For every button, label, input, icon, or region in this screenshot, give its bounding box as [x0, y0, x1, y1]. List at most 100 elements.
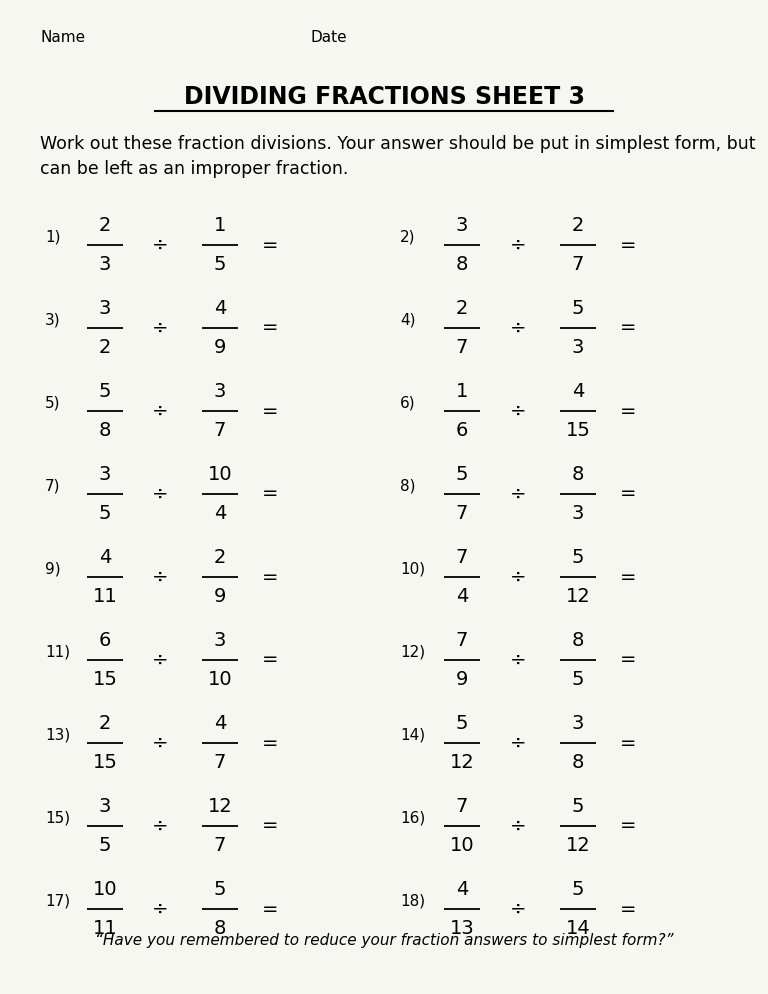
Text: 10): 10) [400, 562, 425, 577]
Text: ÷: ÷ [152, 484, 168, 504]
Text: 7: 7 [456, 797, 468, 816]
Text: 12: 12 [565, 587, 591, 606]
Text: 4: 4 [214, 504, 227, 523]
Text: 10: 10 [207, 670, 232, 689]
Text: DIVIDING FRACTIONS SHEET 3: DIVIDING FRACTIONS SHEET 3 [184, 85, 584, 109]
Text: =: = [620, 816, 637, 836]
Text: 5: 5 [455, 465, 468, 484]
Text: 5: 5 [571, 299, 584, 318]
Text: Work out these fraction divisions. Your answer should be put in simplest form, b: Work out these fraction divisions. Your … [40, 135, 756, 153]
Text: 4: 4 [214, 299, 227, 318]
Text: 7: 7 [214, 753, 227, 772]
Text: ÷: ÷ [510, 318, 526, 338]
Text: =: = [620, 318, 637, 338]
Text: 3: 3 [456, 216, 468, 235]
Text: 5): 5) [45, 396, 61, 411]
Text: 18): 18) [400, 894, 425, 909]
Text: 12: 12 [565, 836, 591, 855]
Text: “Have you remembered to reduce your fraction answers to simplest form?”: “Have you remembered to reduce your frac… [94, 932, 674, 947]
Text: 9: 9 [456, 670, 468, 689]
Text: 5: 5 [571, 548, 584, 567]
Text: 6: 6 [99, 631, 111, 650]
Text: ÷: ÷ [510, 236, 526, 254]
Text: 13: 13 [449, 919, 475, 938]
Text: 12: 12 [449, 753, 475, 772]
Text: =: = [262, 816, 279, 836]
Text: 10: 10 [93, 880, 118, 899]
Text: 7: 7 [572, 255, 584, 274]
Text: 8: 8 [572, 753, 584, 772]
Text: =: = [620, 900, 637, 918]
Text: 15: 15 [93, 753, 118, 772]
Text: 5: 5 [455, 714, 468, 733]
Text: 2): 2) [400, 230, 415, 245]
Text: 3): 3) [45, 312, 61, 327]
Text: 5: 5 [571, 880, 584, 899]
Text: 4: 4 [99, 548, 111, 567]
Text: 15: 15 [93, 670, 118, 689]
Text: =: = [620, 236, 637, 254]
Text: 10: 10 [450, 836, 475, 855]
Text: ÷: ÷ [152, 734, 168, 752]
Text: ÷: ÷ [510, 484, 526, 504]
Text: ÷: ÷ [510, 650, 526, 670]
Text: 3: 3 [572, 338, 584, 357]
Text: ÷: ÷ [152, 900, 168, 918]
Text: =: = [262, 900, 279, 918]
Text: 7: 7 [456, 338, 468, 357]
Text: 2: 2 [572, 216, 584, 235]
Text: ÷: ÷ [152, 402, 168, 420]
Text: 11: 11 [93, 919, 118, 938]
Text: 8: 8 [99, 421, 111, 440]
Text: =: = [262, 568, 279, 586]
Text: can be left as an improper fraction.: can be left as an improper fraction. [40, 160, 349, 178]
Text: 12: 12 [207, 797, 233, 816]
Text: 7): 7) [45, 478, 61, 493]
Text: 10: 10 [207, 465, 232, 484]
Text: 4: 4 [456, 587, 468, 606]
Text: Date: Date [310, 30, 346, 45]
Text: 12): 12) [400, 644, 425, 659]
Text: ÷: ÷ [510, 900, 526, 918]
Text: 13): 13) [45, 728, 70, 743]
Text: 7: 7 [456, 504, 468, 523]
Text: 11: 11 [93, 587, 118, 606]
Text: 7: 7 [456, 631, 468, 650]
Text: 15: 15 [565, 421, 591, 440]
Text: ÷: ÷ [152, 236, 168, 254]
Text: =: = [262, 318, 279, 338]
Text: =: = [262, 402, 279, 420]
Text: =: = [262, 650, 279, 670]
Text: 5: 5 [99, 382, 111, 401]
Text: 3: 3 [214, 631, 227, 650]
Text: 1: 1 [214, 216, 227, 235]
Text: 8: 8 [572, 465, 584, 484]
Text: 9: 9 [214, 587, 227, 606]
Text: 6): 6) [400, 396, 415, 411]
Text: =: = [620, 650, 637, 670]
Text: 16): 16) [400, 810, 425, 825]
Text: =: = [620, 568, 637, 586]
Text: 3: 3 [99, 465, 111, 484]
Text: 1): 1) [45, 230, 61, 245]
Text: 3: 3 [99, 797, 111, 816]
Text: ÷: ÷ [152, 816, 168, 836]
Text: 5: 5 [214, 255, 227, 274]
Text: 17): 17) [45, 894, 70, 909]
Text: =: = [620, 484, 637, 504]
Text: 5: 5 [99, 504, 111, 523]
Text: 5: 5 [99, 836, 111, 855]
Text: =: = [262, 484, 279, 504]
Text: ÷: ÷ [152, 568, 168, 586]
Text: 4: 4 [214, 714, 227, 733]
Text: 4): 4) [400, 312, 415, 327]
Text: 3: 3 [99, 299, 111, 318]
Text: 2: 2 [214, 548, 227, 567]
Text: ÷: ÷ [510, 734, 526, 752]
Text: ÷: ÷ [510, 568, 526, 586]
Text: 5: 5 [214, 880, 227, 899]
Text: 8): 8) [400, 478, 415, 493]
Text: 3: 3 [572, 714, 584, 733]
Text: 2: 2 [99, 338, 111, 357]
Text: 4: 4 [456, 880, 468, 899]
